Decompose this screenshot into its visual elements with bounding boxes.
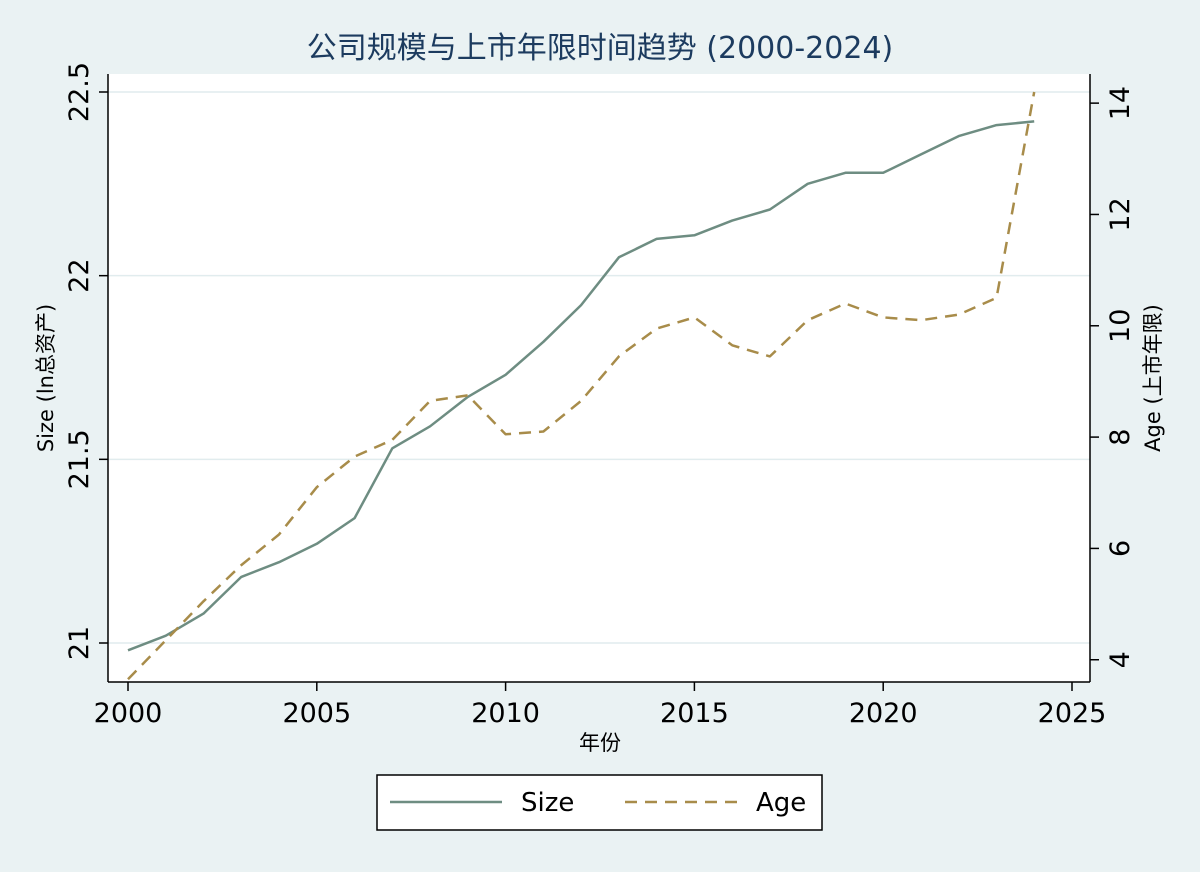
x-tick-label: 2025 [1038, 698, 1107, 729]
legend-label-age: Age [756, 788, 806, 818]
x-axis-label: 年份 [579, 731, 621, 755]
chart-title: 公司规模与上市年限时间趋势 (2000-2024) [307, 31, 893, 66]
right-tick-label: 8 [1105, 429, 1136, 446]
left-axis-label: Size (ln总资产) [34, 304, 58, 452]
series-layer [127, 91, 1036, 681]
grid-layer [108, 91, 1090, 644]
x-tick-label: 2005 [282, 698, 351, 729]
right-tick-label: 14 [1105, 86, 1136, 120]
right-tick-label: 12 [1105, 197, 1136, 231]
left-tick-label: 22 [64, 258, 95, 292]
left-tick-label: 21 [64, 626, 95, 660]
x-tick-label: 2010 [471, 698, 540, 729]
legend: Size Age [376, 774, 823, 831]
axes-layer: 21 21.5 22 22.5 4 6 8 10 12 14 2000 2005 2010 2015 202… [64, 62, 1136, 729]
legend-label-size: Size [521, 788, 574, 818]
series-line-size [127, 120, 1035, 652]
x-tick-label: 2000 [94, 698, 163, 729]
left-tick-label: 21.5 [64, 429, 95, 489]
right-tick-label: 10 [1105, 309, 1136, 343]
right-tick-label: 6 [1105, 540, 1136, 557]
right-axis-label: Age (上市年限) [1141, 304, 1165, 452]
right-tick-label: 4 [1105, 651, 1136, 668]
left-tick-label: 22.5 [64, 62, 95, 122]
x-tick-label: 2015 [660, 698, 729, 729]
series-line-age [127, 91, 1036, 681]
x-tick-label: 2020 [849, 698, 918, 729]
